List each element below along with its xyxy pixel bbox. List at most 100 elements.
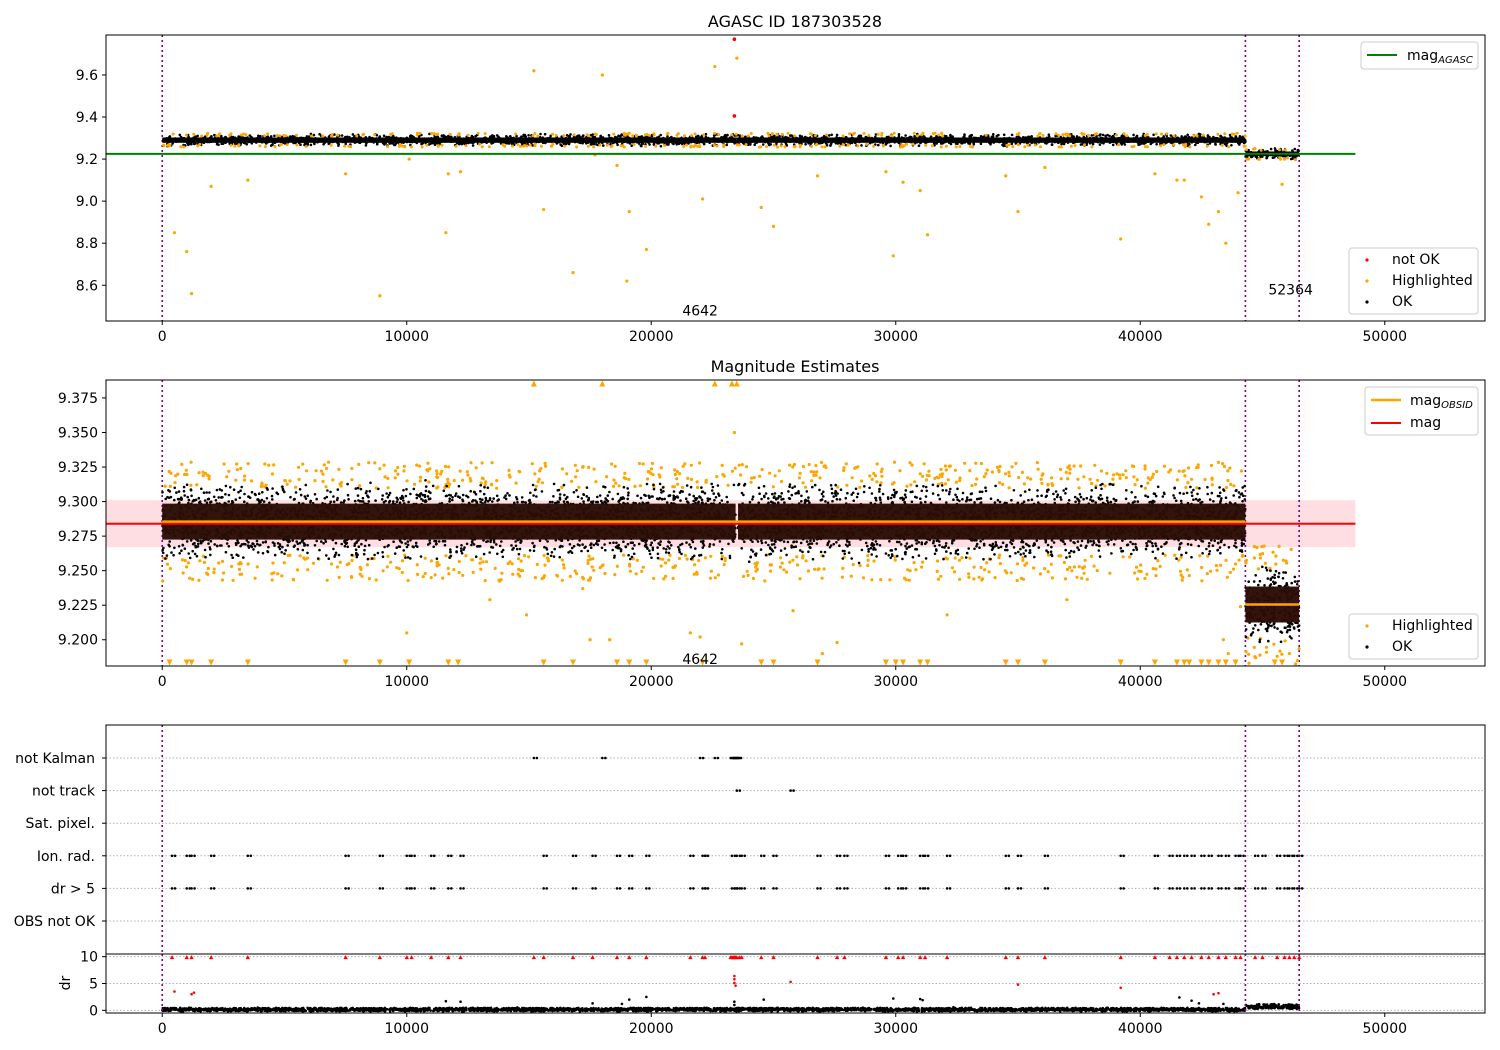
ok-point [697, 500, 700, 504]
ok-point [822, 134, 826, 138]
ok-point [698, 136, 701, 139]
ok-point [1170, 141, 1174, 145]
ok-point [322, 542, 325, 545]
highlighted-point [603, 571, 607, 576]
highlighted-point [266, 132, 270, 136]
ok-point [728, 556, 732, 560]
highlighted-point [776, 145, 779, 149]
ok-point [941, 142, 944, 145]
legend-not-ok-label: not OK [1392, 252, 1440, 268]
ok-point [659, 488, 663, 492]
ok-point [473, 138, 477, 141]
highlighted-point [881, 144, 885, 147]
ok-point [737, 138, 740, 142]
highlighted-point [683, 462, 687, 466]
ok-point [987, 138, 991, 141]
highlighted-point [573, 463, 577, 467]
panel1-frame [105, 34, 1486, 322]
highlighted-point [697, 558, 701, 563]
highlighted-point [1082, 132, 1086, 136]
ok-point [604, 548, 607, 552]
ok-point [486, 500, 490, 503]
ok-point [329, 140, 333, 144]
ok-point [247, 541, 250, 544]
ok-point [1059, 135, 1062, 139]
ok-point [651, 548, 655, 552]
ok-point [1044, 141, 1047, 145]
ok-point [388, 140, 392, 143]
ok-point [231, 556, 234, 559]
highlighted-point [481, 560, 485, 564]
ok-point [678, 550, 681, 554]
ok-point [589, 143, 593, 146]
highlighted-point [479, 557, 483, 561]
highlighted-point [393, 469, 398, 473]
ok-point [520, 496, 524, 499]
highlighted-point [594, 133, 598, 136]
highlighted-point [201, 470, 205, 474]
ok-point [381, 139, 385, 143]
highlighted-point [441, 576, 445, 580]
highlighted-point [673, 468, 677, 472]
ok-point [659, 139, 662, 143]
not-ok-point [732, 114, 737, 118]
highlighted-point [304, 145, 308, 148]
highlighted-point [168, 567, 172, 571]
ok-point [262, 500, 266, 503]
highlighted-point [876, 132, 880, 136]
ok-point [469, 141, 473, 144]
ok-point [313, 142, 316, 146]
highlighted-point [560, 485, 564, 489]
highlighted-point [1192, 134, 1196, 138]
ok-point [289, 495, 292, 499]
highlighted-point [483, 579, 487, 583]
highlighted-point [556, 574, 560, 578]
highlighted-point [311, 561, 316, 565]
highlighted-point [176, 472, 180, 476]
ok-point [1092, 139, 1096, 142]
highlighted-point [627, 210, 631, 214]
ok-point [474, 555, 478, 558]
highlighted-point [478, 142, 482, 146]
highlighted-point [1243, 144, 1247, 148]
ok-point [284, 139, 287, 142]
highlighted-point [435, 475, 439, 479]
highlighted-point [1086, 133, 1090, 137]
ok-point [1187, 135, 1191, 139]
ok-point [405, 136, 409, 140]
highlighted-point [586, 144, 590, 148]
ok-point [1110, 139, 1114, 143]
highlighted-point [197, 578, 201, 583]
highlighted-point [601, 563, 605, 567]
highlighted-point [709, 554, 713, 558]
ok-point [505, 135, 508, 138]
highlighted-point [385, 565, 389, 569]
ok-point [679, 499, 682, 502]
ok-point [1140, 142, 1143, 145]
highlighted-point [678, 472, 682, 476]
highlighted-point [1043, 165, 1047, 170]
ok-point [546, 552, 550, 556]
ok-point [448, 497, 452, 501]
highlighted-point [205, 133, 209, 137]
ok-point [418, 138, 422, 141]
ok-point [460, 552, 464, 555]
ok-point [1195, 139, 1199, 142]
ok-point [955, 139, 958, 143]
ok-point [1182, 138, 1185, 142]
ok-point [405, 488, 408, 491]
ok-point [589, 133, 593, 137]
highlighted-point [600, 73, 604, 77]
ok-point [430, 137, 433, 140]
ok-point [881, 141, 885, 145]
ok-point [266, 136, 270, 140]
ok-point [648, 138, 652, 142]
highlighted-point [430, 131, 434, 135]
ok-point [386, 545, 389, 548]
highlighted-point [1172, 134, 1176, 138]
ok-point [259, 543, 262, 547]
ok-point [255, 542, 259, 546]
highlighted-point [522, 554, 527, 558]
highlighted-point [921, 131, 925, 135]
